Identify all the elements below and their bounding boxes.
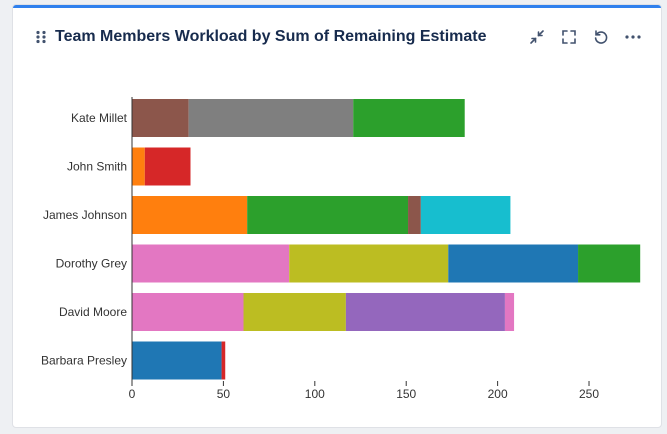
y-tick-label: Barbara Presley — [41, 354, 127, 368]
x-tick-label: 100 — [305, 387, 325, 401]
widget-accent-bar — [13, 5, 661, 8]
bar-segment[interactable] — [221, 341, 226, 380]
bar-segment[interactable] — [132, 341, 222, 380]
widget-header: Team Members Workload by Sum of Remainin… — [13, 21, 661, 53]
bar-segment[interactable] — [420, 196, 511, 234]
more-options-icon[interactable] — [623, 27, 643, 47]
refresh-icon[interactable] — [591, 27, 611, 47]
y-tick-label: David Moore — [59, 305, 127, 319]
bar-segment[interactable] — [578, 244, 641, 283]
x-axis-ticks: 0 50 100 150 200 250 — [129, 381, 599, 401]
x-tick-label: 200 — [488, 387, 508, 401]
bar-segment[interactable] — [144, 147, 191, 186]
x-tick-label: 50 — [217, 387, 231, 401]
bar-segment[interactable] — [132, 99, 189, 137]
workload-widget: Team Members Workload by Sum of Remainin… — [12, 4, 662, 428]
x-tick-label: 250 — [579, 387, 599, 401]
y-axis-labels: Kate Millet John Smith James Johnson Doroth… — [41, 111, 128, 368]
x-tick-label: 0 — [129, 387, 136, 401]
bar-segment[interactable] — [247, 196, 409, 234]
widget-title: Team Members Workload by Sum of Remainin… — [55, 28, 487, 45]
bar-segment[interactable] — [188, 99, 354, 137]
y-tick-label: Kate Millet — [71, 111, 128, 125]
x-tick-label: 150 — [396, 387, 416, 401]
bar-segment[interactable] — [504, 293, 515, 331]
y-tick-label: John Smith — [67, 160, 127, 174]
bar-segment[interactable] — [345, 293, 505, 331]
workload-chart: Kate Millet John Smith James Johnson Doroth… — [41, 97, 641, 401]
bar-segment[interactable] — [132, 244, 290, 283]
bar-segment[interactable] — [448, 244, 579, 283]
bar-segment[interactable] — [132, 293, 244, 331]
bar-segment[interactable] — [132, 147, 145, 186]
widget-actions — [527, 21, 643, 53]
fullscreen-icon[interactable] — [559, 27, 579, 47]
bar-segment[interactable] — [289, 244, 449, 283]
bars-layer — [132, 99, 641, 380]
y-tick-label: Dorothy Grey — [56, 257, 127, 271]
y-tick-label: James Johnson — [43, 208, 127, 222]
collapse-icon[interactable] — [527, 27, 547, 47]
bar-segment[interactable] — [243, 293, 346, 331]
bar-segment[interactable] — [353, 99, 465, 137]
bar-segment[interactable] — [408, 196, 421, 234]
bar-segment[interactable] — [132, 196, 248, 234]
drag-handle-icon[interactable] — [35, 30, 47, 44]
